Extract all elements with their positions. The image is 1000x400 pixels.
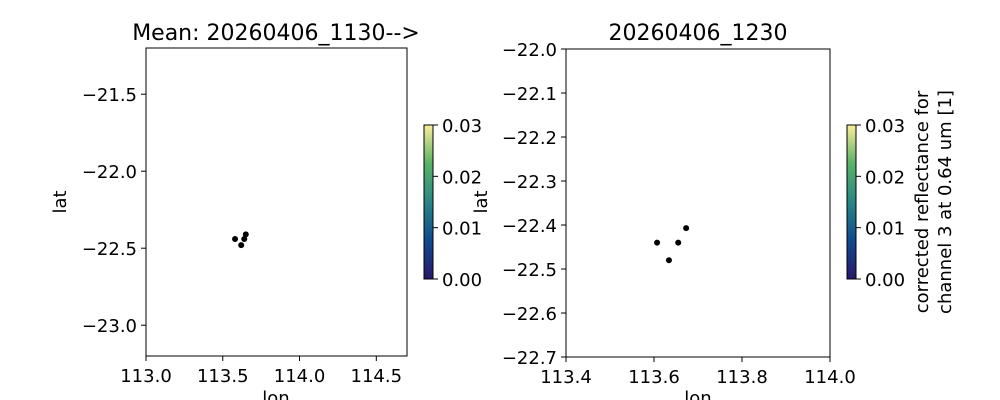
y-tick-label: −22.1 [502, 84, 557, 105]
x-tick-label: 114.5 [351, 366, 403, 387]
data-point [232, 235, 239, 242]
colorbar [423, 124, 434, 280]
colorbar-label-line2: channel 3 at 0.64 um [1] [935, 90, 956, 314]
left-xlabel: lon [262, 388, 289, 400]
colorbar-tick-label: 0.00 [442, 270, 482, 291]
x-tick-label: 113.8 [716, 367, 768, 388]
x-tick-label: 113.0 [120, 366, 172, 387]
left-ylabel: lat [50, 190, 71, 213]
y-tick-label: −22.3 [502, 172, 557, 193]
colorbar-tick-label: 0.02 [865, 167, 905, 188]
data-point [654, 239, 661, 246]
right-title: 20260406_1230 [609, 21, 788, 46]
y-tick-label: −21.5 [82, 85, 137, 106]
data-point [238, 242, 245, 249]
y-tick-label: −22.4 [502, 216, 557, 237]
plot-frame [145, 47, 408, 357]
y-tick-label: −22.0 [502, 40, 557, 61]
right-ylabel: lat [471, 190, 492, 213]
data-point [683, 225, 690, 232]
colorbar-tick-label: 0.03 [442, 116, 482, 137]
data-point [242, 231, 249, 238]
colorbar-tick-label: 0.00 [865, 270, 905, 291]
colorbar-tick-label: 0.03 [865, 116, 905, 137]
right-panel: 20260406_1230 lat lon corrected reflecta… [471, 21, 956, 400]
left-title: Mean: 20260406_1130--> [132, 21, 420, 46]
x-tick-label: 113.4 [540, 367, 592, 388]
data-point [665, 257, 672, 264]
plot-frame [565, 48, 831, 358]
x-tick-label: 114.0 [804, 367, 856, 388]
colorbar-label-line1: corrected reflectance for [912, 90, 933, 313]
y-tick-label: −22.0 [82, 162, 137, 183]
x-tick-label: 114.0 [274, 366, 326, 387]
right-xlabel: lon [684, 388, 711, 400]
data-point [675, 239, 682, 246]
data-point [241, 235, 248, 242]
left-panel: Mean: 20260406_1130--> lat lon 113.0 113.… [50, 21, 482, 400]
x-tick-label: 113.5 [197, 366, 249, 387]
y-tick-label: −22.5 [82, 239, 137, 260]
colorbar-tick-label: 0.01 [865, 219, 905, 240]
colorbar-tick-label: 0.02 [442, 167, 482, 188]
colorbar-tick-label: 0.01 [442, 219, 482, 240]
y-tick-label: −22.7 [502, 348, 557, 369]
y-tick-label: −22.2 [502, 128, 557, 149]
colorbar [846, 124, 857, 280]
y-tick-label: −22.6 [502, 304, 557, 325]
y-tick-label: −22.5 [502, 260, 557, 281]
x-tick-label: 113.6 [628, 367, 680, 388]
y-tick-label: −23.0 [82, 316, 137, 337]
